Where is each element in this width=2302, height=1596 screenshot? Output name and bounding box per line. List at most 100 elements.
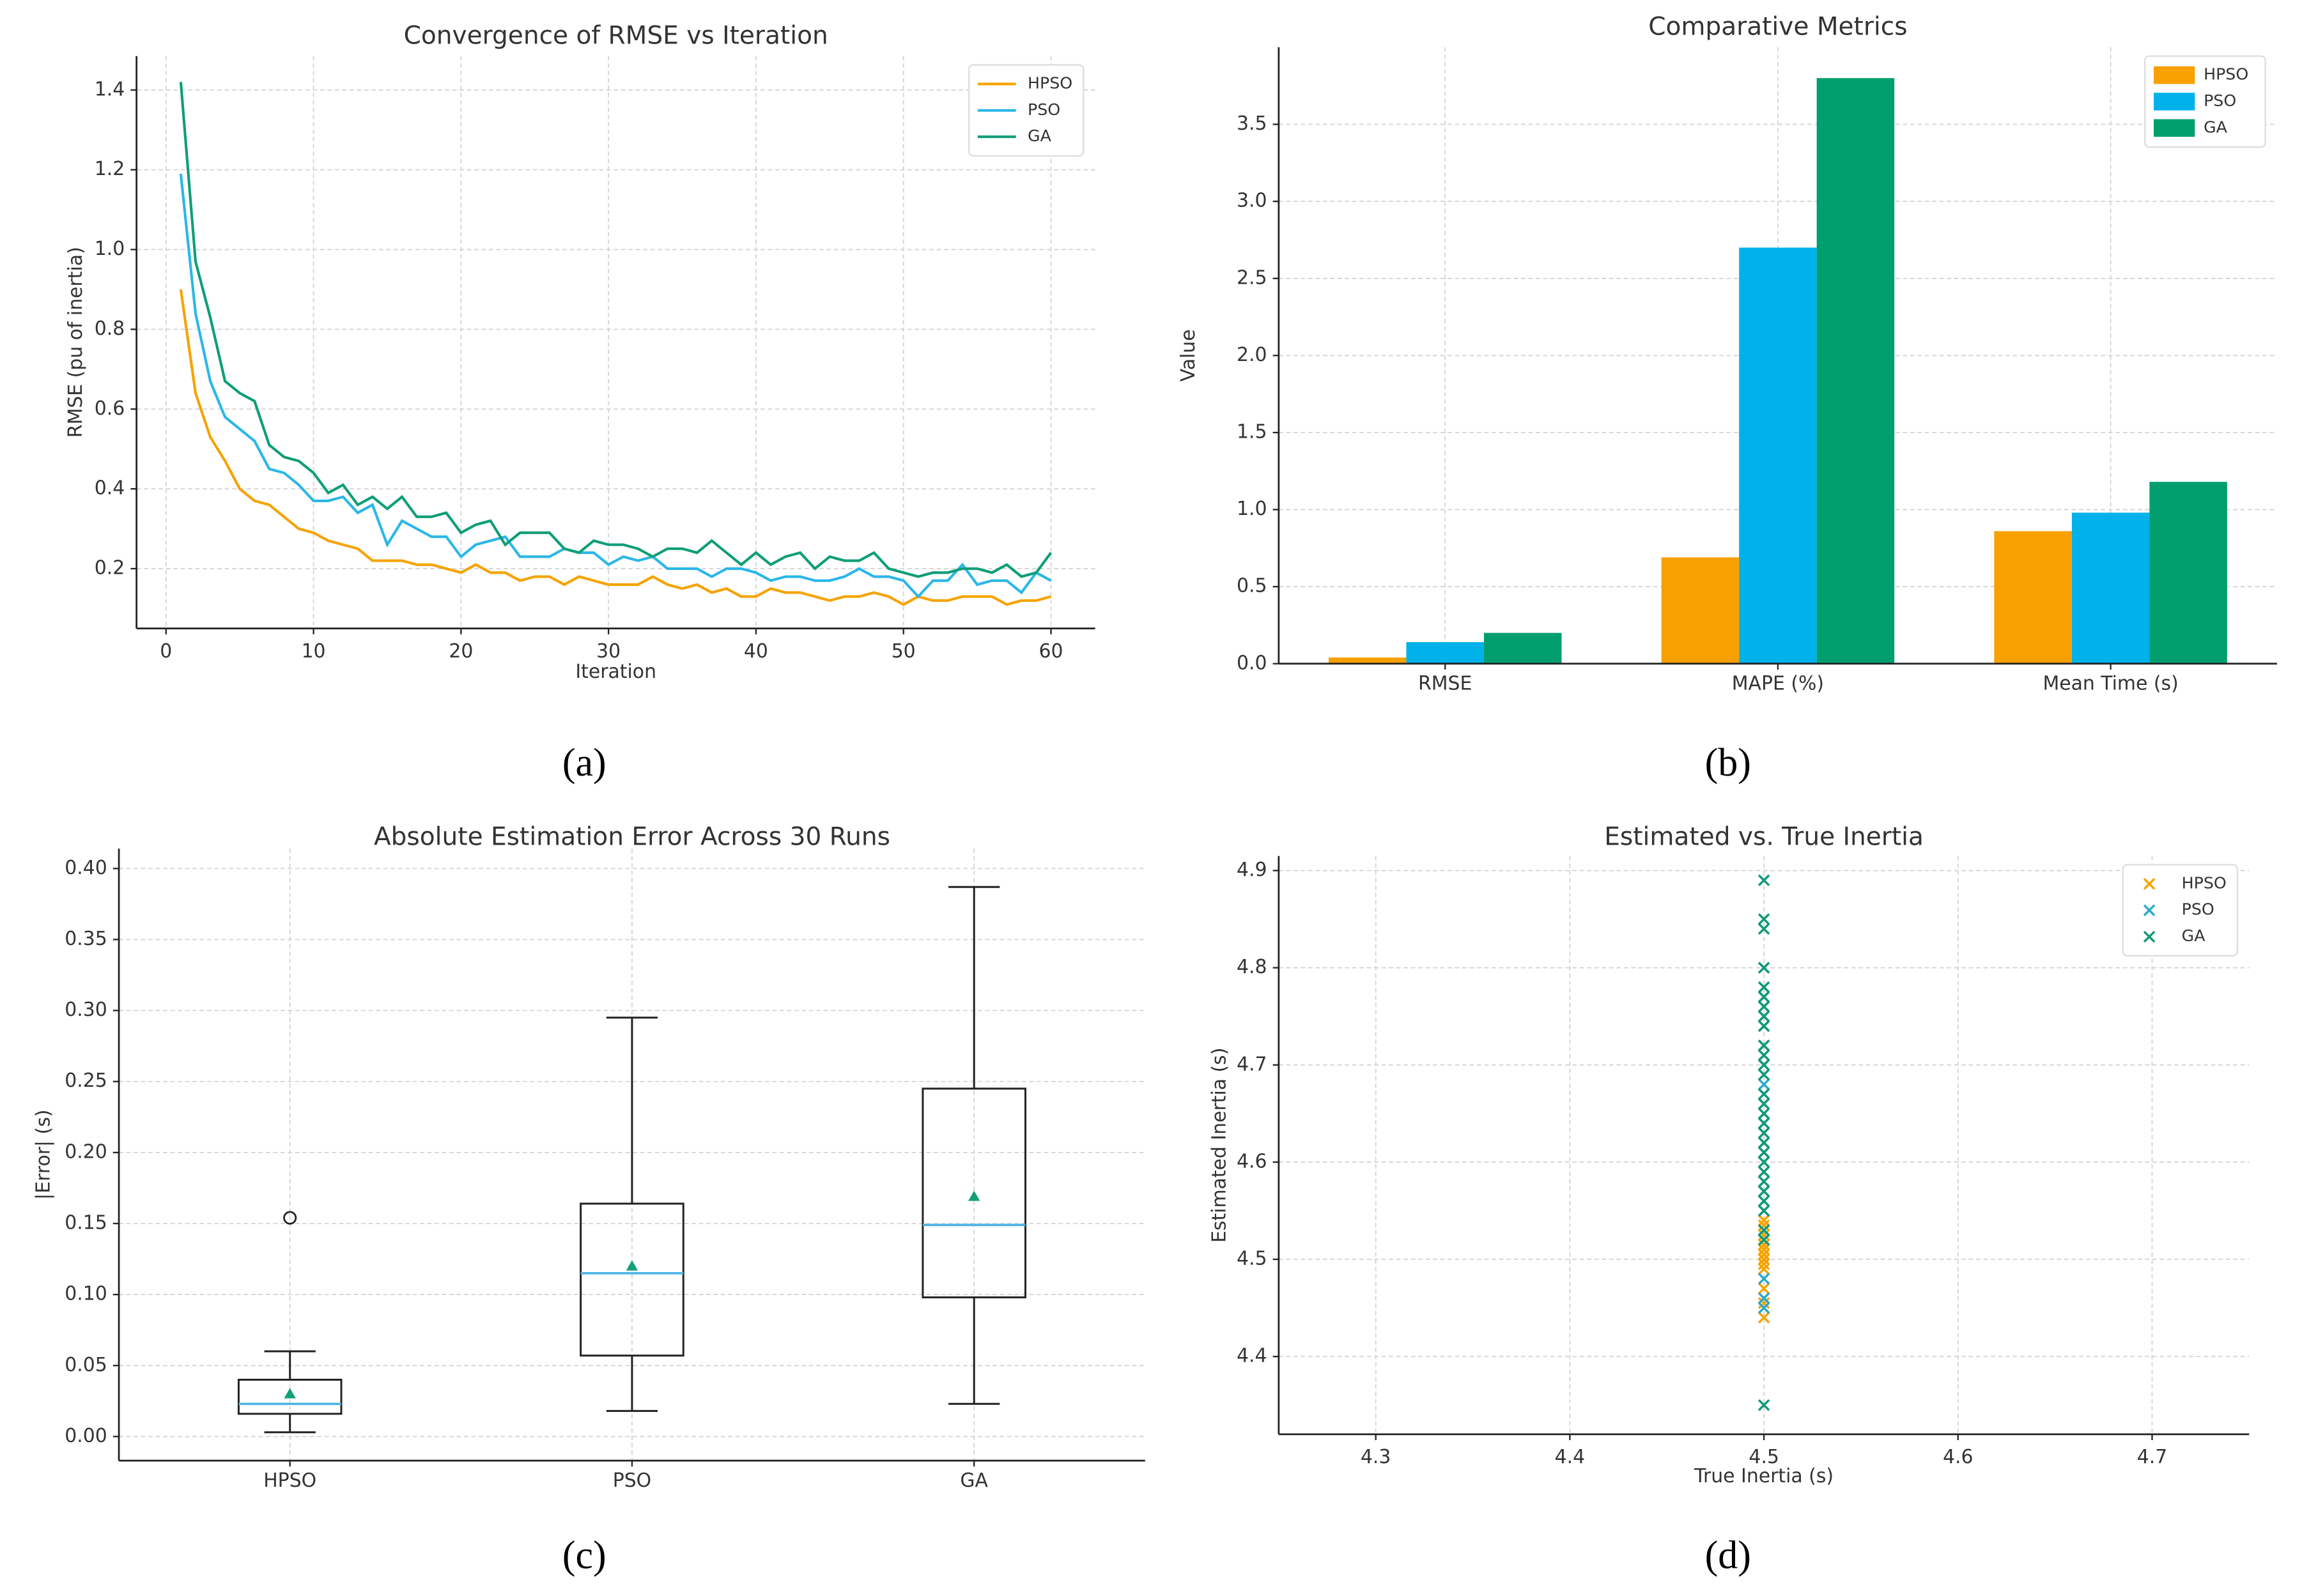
y-tick-label: 0.40 bbox=[65, 857, 107, 879]
panel: Comparative Metrics Value (b) 0.0 0.5 1.0 1.5 2… bbox=[1177, 13, 2277, 785]
point bbox=[1757, 1098, 1770, 1110]
point bbox=[1757, 1088, 1770, 1100]
legend-swatch bbox=[2143, 878, 2156, 890]
chart-title: Comparative Metrics bbox=[1648, 13, 1907, 42]
chart-title: Convergence of RMSE vs Iteration bbox=[404, 21, 828, 50]
point bbox=[1757, 1248, 1770, 1261]
y-tick-label: 0.4 bbox=[95, 477, 125, 500]
chart-title: Estimated vs. True Inertia bbox=[1604, 823, 1924, 852]
point bbox=[1757, 1001, 1770, 1013]
bar bbox=[2071, 512, 2150, 664]
chart-title: Absolute Estimation Error Across 30 Runs bbox=[374, 823, 890, 852]
y-axis-label: Value bbox=[1177, 329, 1200, 381]
legend-label: GA bbox=[1028, 127, 1052, 145]
panel-label: (d) bbox=[1705, 1533, 1751, 1577]
bar bbox=[1661, 557, 1740, 664]
x-tick-label: HPSO bbox=[263, 1469, 316, 1492]
point bbox=[1757, 1078, 1770, 1091]
legend-label: PSO bbox=[2182, 900, 2214, 919]
legend-swatch bbox=[2143, 930, 2156, 943]
y-tick-label: 2.5 bbox=[1237, 266, 1267, 289]
point bbox=[1757, 1068, 1770, 1081]
point bbox=[1757, 1238, 1770, 1251]
x-tick-label: PSO bbox=[613, 1469, 651, 1492]
box bbox=[922, 1087, 1026, 1299]
x-tick-label: 60 bbox=[1039, 640, 1063, 663]
bar bbox=[2149, 482, 2227, 664]
point bbox=[1757, 1176, 1770, 1188]
point bbox=[1757, 1224, 1770, 1236]
point bbox=[1757, 1297, 1770, 1309]
y-tick-label: 0.6 bbox=[95, 397, 125, 420]
mean-marker bbox=[284, 1388, 296, 1399]
y-tick-label: 1.0 bbox=[95, 238, 125, 260]
y-tick-label: 0.25 bbox=[65, 1070, 107, 1092]
bar bbox=[1406, 642, 1484, 664]
point bbox=[1757, 1243, 1770, 1256]
point bbox=[1757, 991, 1770, 1003]
point bbox=[1757, 1059, 1770, 1071]
x-tick-label: 4.4 bbox=[1555, 1446, 1586, 1468]
bar bbox=[1483, 633, 1562, 664]
y-tick-label: 2.0 bbox=[1237, 344, 1267, 366]
box bbox=[237, 1379, 343, 1415]
point bbox=[1757, 1165, 1770, 1178]
point bbox=[1757, 1137, 1770, 1149]
outlier bbox=[283, 1211, 297, 1225]
y-tick-label: 4.6 bbox=[1237, 1150, 1267, 1172]
point bbox=[1757, 1262, 1770, 1275]
y-tick-label: 1.4 bbox=[95, 78, 125, 100]
legend-label: GA bbox=[2204, 118, 2228, 136]
x-axis-label: True Inertia (s) bbox=[1694, 1465, 1834, 1487]
y-tick-label: 1.0 bbox=[1237, 498, 1267, 520]
point bbox=[1757, 1258, 1770, 1270]
point bbox=[1757, 1156, 1770, 1169]
y-axis-label: RMSE (pu of inertia) bbox=[65, 247, 87, 438]
legend-swatch bbox=[2143, 904, 2156, 916]
legend-label: HPSO bbox=[2182, 873, 2227, 892]
x-tick-label: 30 bbox=[596, 640, 621, 663]
point bbox=[1757, 1312, 1770, 1324]
y-tick-label: 0.8 bbox=[95, 318, 125, 340]
y-axis-label: |Error| (s) bbox=[32, 1110, 54, 1200]
y-tick-label: 0.30 bbox=[65, 999, 107, 1021]
mean-marker bbox=[968, 1190, 980, 1201]
y-tick-label: 1.2 bbox=[95, 158, 125, 180]
point bbox=[1757, 1204, 1770, 1217]
point bbox=[1757, 1146, 1770, 1158]
x-tick-label: 10 bbox=[302, 640, 326, 663]
y-tick-label: 3.5 bbox=[1237, 112, 1267, 135]
bar bbox=[1994, 531, 2072, 664]
legend: HPSO PSO GA bbox=[2144, 55, 2266, 148]
bar bbox=[1739, 247, 1817, 664]
y-tick-label: 1.5 bbox=[1237, 420, 1267, 443]
point bbox=[1757, 1234, 1770, 1246]
legend-label: GA bbox=[2182, 926, 2206, 945]
y-tick-label: 4.4 bbox=[1237, 1345, 1267, 1367]
point bbox=[1757, 1301, 1770, 1314]
y-tick-label: 3.0 bbox=[1237, 190, 1267, 212]
y-tick-label: 0.5 bbox=[1237, 575, 1267, 597]
point bbox=[1757, 962, 1770, 974]
x-tick-label: 4.3 bbox=[1361, 1446, 1391, 1468]
point bbox=[1757, 874, 1770, 887]
y-tick-label: 0.2 bbox=[95, 557, 125, 579]
x-tick-label: 4.5 bbox=[1749, 1446, 1779, 1468]
point bbox=[1757, 913, 1770, 925]
point bbox=[1757, 981, 1770, 994]
panel: Convergence of RMSE vs Iteration Iteratio… bbox=[65, 21, 1095, 785]
legend-swatch bbox=[2153, 93, 2195, 111]
point bbox=[1757, 923, 1770, 935]
y-tick-label: 0.00 bbox=[65, 1425, 107, 1447]
y-tick-label: 0.0 bbox=[1237, 652, 1267, 674]
panel-label: (c) bbox=[562, 1533, 606, 1577]
x-axis-label: Iteration bbox=[575, 661, 656, 683]
legend-label: HPSO bbox=[2204, 65, 2248, 84]
x-tick-label: 4.7 bbox=[2137, 1446, 2167, 1468]
bar bbox=[1328, 657, 1407, 664]
point bbox=[1757, 1219, 1770, 1232]
line-series bbox=[179, 289, 1052, 606]
y-tick-label: 0.15 bbox=[65, 1212, 107, 1234]
legend-label: HPSO bbox=[1028, 73, 1072, 92]
